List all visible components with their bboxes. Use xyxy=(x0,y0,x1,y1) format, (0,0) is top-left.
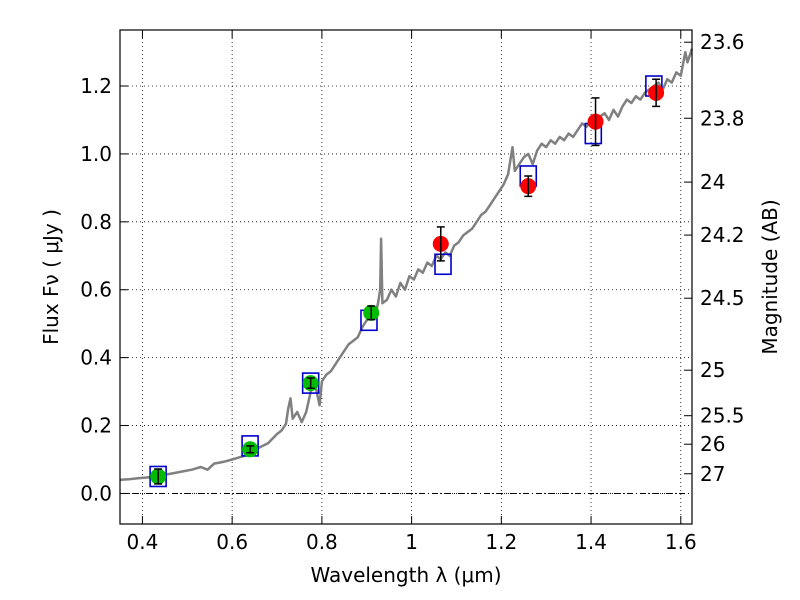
magnitude-tick-label: 25 xyxy=(700,358,725,382)
y2-axis-label: Magnitude (AB) xyxy=(758,199,782,354)
model-flux-square xyxy=(434,253,452,276)
y-tick-label: 1.2 xyxy=(80,74,112,98)
magnitude-tick-label: 23.8 xyxy=(700,106,745,130)
x-tick-label: 0.6 xyxy=(216,530,248,554)
x-tick-label: 0.4 xyxy=(127,530,159,554)
errorbar-layer xyxy=(154,78,661,485)
ticks-layer xyxy=(120,30,692,524)
plot-area xyxy=(120,30,692,524)
x-tick-label: 1.4 xyxy=(575,530,607,554)
x-tick-label: 0.8 xyxy=(306,530,338,554)
y-tick-label: 0.6 xyxy=(80,278,112,302)
x-tick-labels: 0.4 0.6 0.8 1 1.2 1.4 1.6 xyxy=(127,530,697,554)
y-tick-label: 0.4 xyxy=(80,346,112,370)
magnitude-tick-label: 24 xyxy=(700,170,725,194)
spectrum-layer xyxy=(119,48,694,482)
x-tick-label: 1.2 xyxy=(485,530,517,554)
y-tick-label: 0.0 xyxy=(80,481,112,505)
magnitude-tick-label: 24.5 xyxy=(700,286,745,310)
y-axis-label: Flux Fν ( μJy ) xyxy=(39,209,63,345)
magnitude-tick-label: 23.6 xyxy=(700,30,745,54)
y-tick-label: 0.8 xyxy=(80,210,112,234)
spectrum-line xyxy=(119,48,694,482)
y-tick-label: 1.0 xyxy=(80,142,112,166)
y-tick-label: 0.2 xyxy=(80,414,112,438)
grid-lines xyxy=(120,30,692,524)
plot-frame xyxy=(119,29,693,525)
y-tick-labels: 0.0 0.2 0.4 0.6 0.8 1.0 1.2 xyxy=(80,74,112,505)
magnitude-tick-label: 24.2 xyxy=(700,223,745,247)
x-tick-label: 1.6 xyxy=(665,530,697,554)
magnitude-tick-label: 27 xyxy=(700,462,725,486)
x-axis-label: Wavelength λ (μm) xyxy=(310,563,501,587)
magnitude-tick-label: 26 xyxy=(700,432,725,456)
x-tick-label: 1 xyxy=(405,530,418,554)
magnitude-tick-labels: 23.6 23.8 24 24.2 24.5 25 25.5 26 27 xyxy=(700,30,745,486)
magnitude-tick-label: 25.5 xyxy=(700,404,745,428)
